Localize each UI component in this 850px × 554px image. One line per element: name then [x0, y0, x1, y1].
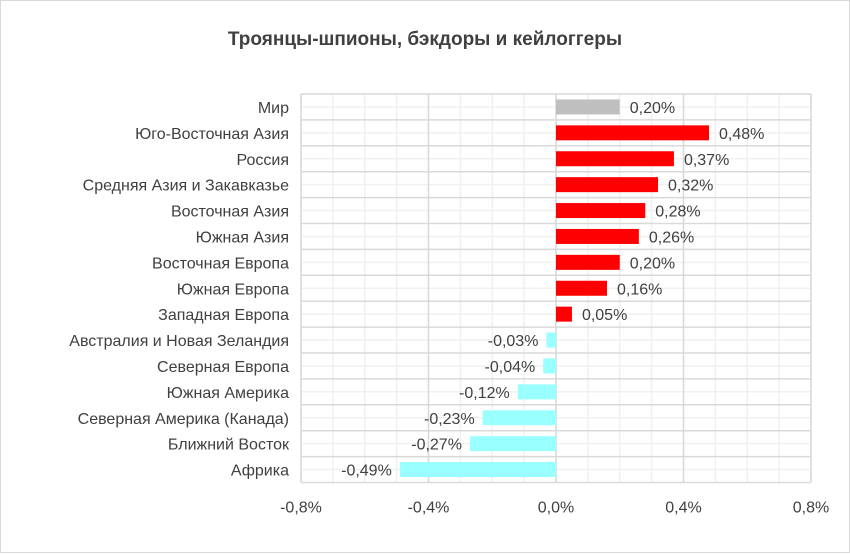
x-tick-label: -0,8%: [280, 500, 322, 517]
bar: [556, 99, 620, 115]
data-label: 0,48%: [719, 126, 764, 143]
chart-title: Троянцы-шпионы, бэкдоры и кейлоггеры: [227, 29, 623, 50]
category-label: Восточная Европа: [152, 255, 289, 272]
category-label: Южная Европа: [177, 281, 289, 298]
bar: [556, 228, 639, 244]
x-tick-label: 0,8%: [793, 500, 829, 517]
category-label: Африка: [231, 463, 289, 480]
category-label: Западная Европа: [158, 307, 289, 324]
bar: [482, 410, 556, 426]
category-label: Южная Америка: [167, 385, 289, 402]
bar: [469, 436, 556, 452]
data-label: -0,23%: [424, 411, 475, 428]
data-label: 0,05%: [582, 307, 627, 324]
bar: [556, 125, 709, 141]
category-label: Россия: [237, 152, 289, 169]
category-label: Северная Америка (Канада): [78, 411, 289, 428]
x-tick-label: -0,4%: [408, 500, 450, 517]
data-label: 0,37%: [684, 152, 729, 169]
bar: [399, 462, 556, 478]
data-label: -0,49%: [341, 463, 392, 480]
data-label: -0,27%: [411, 437, 462, 454]
bar: [546, 332, 556, 348]
x-tick-label: 0,4%: [665, 500, 701, 517]
data-label: 0,26%: [649, 229, 694, 246]
bar: [556, 177, 658, 193]
bar: [556, 203, 646, 219]
category-label: Восточная Азия: [171, 204, 289, 221]
bar: [556, 280, 607, 296]
data-label: -0,12%: [459, 385, 510, 402]
category-label: Южная Азия: [196, 229, 289, 246]
data-label: 0,32%: [668, 178, 713, 195]
category-label: Австралия и Новая Зеландия: [69, 333, 289, 350]
data-label: -0,04%: [485, 359, 536, 376]
bar: [543, 358, 556, 374]
category-label: Средняя Азия и Закавказье: [83, 178, 289, 195]
x-tick-label: 0,0%: [538, 500, 574, 517]
bar: [517, 384, 556, 400]
data-label: 0,20%: [630, 255, 675, 272]
category-label: Ближний Восток: [168, 437, 290, 454]
data-label: 0,20%: [630, 100, 675, 117]
category-label: Северная Европа: [157, 359, 289, 376]
bar: [556, 254, 620, 270]
data-label: 0,28%: [655, 204, 700, 221]
bar: [556, 151, 674, 167]
data-label: 0,16%: [617, 281, 662, 298]
category-label: Мир: [258, 100, 289, 117]
bar: [556, 306, 572, 322]
category-label: Юго-Восточная Азия: [135, 126, 289, 143]
data-label: -0,03%: [488, 333, 539, 350]
